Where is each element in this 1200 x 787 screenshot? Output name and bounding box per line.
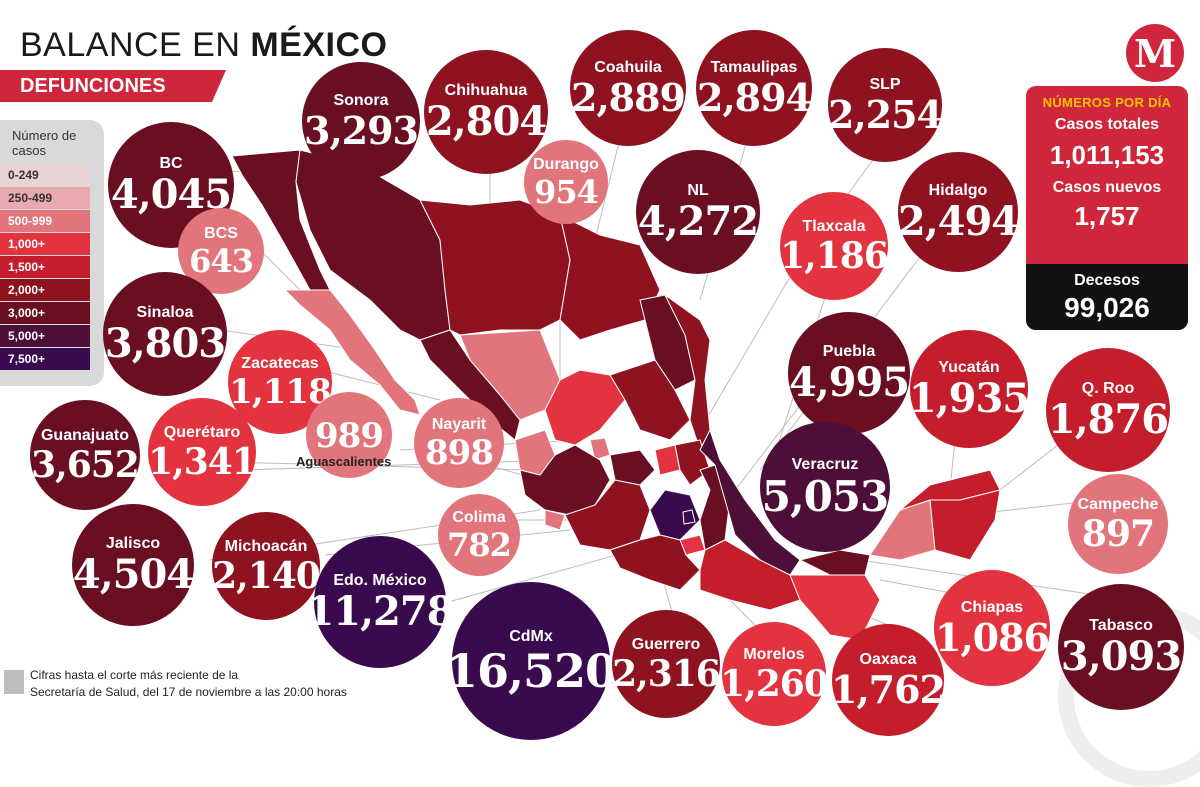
state-chiapas — [789, 574, 881, 641]
new-cases-label: Casos nuevos — [1052, 179, 1162, 196]
legend-swatch — [0, 210, 90, 232]
state-coahuila — [559, 214, 661, 341]
footnote-line-2: Secretaría de Salud, del 17 de noviembre… — [30, 685, 347, 699]
legend-title: Número de casos — [12, 128, 77, 158]
daily-numbers-panel: NÚMEROS POR DÍA Casos totales 1,011,153 … — [1026, 86, 1188, 330]
bubble-cdmx: CdMx 16,520 — [446, 582, 617, 740]
legend-swatch — [0, 325, 90, 347]
legend-item: 0-249 — [0, 164, 90, 186]
legend: Número de casos 0-249 250-499 500-999 1,… — [0, 120, 104, 386]
state-cdmx — [682, 509, 696, 525]
legend-item: 3,000+ — [0, 302, 90, 324]
page-title: BALANCE EN MÉXICO — [20, 26, 388, 64]
total-cases-value: 1,011,153 — [1049, 140, 1165, 170]
bubble-yucatan: Yucatán 1,935 — [909, 330, 1030, 448]
bubble-sonora: Sonora 3,293 — [302, 62, 420, 180]
state-qroo — [929, 489, 1001, 561]
legend-item: 5,000+ — [0, 325, 90, 347]
legend-item: 250-499 — [0, 187, 90, 209]
bubble-durango: Durango 954 — [524, 140, 608, 224]
bubble-campeche: Campeche 897 — [1068, 474, 1168, 574]
bubble-hidalgo: Hidalgo 2,494 — [898, 152, 1019, 272]
bubble-chihuahua: Chihuahua 2,804 — [424, 50, 548, 174]
legend-swatch — [0, 348, 90, 370]
legend-item: 1,000+ — [0, 233, 90, 255]
mexico-map — [149, 129, 1131, 641]
bubble-morelos: Morelos 1,260 — [720, 622, 829, 726]
bubble-jalisco: Jalisco 4,504 — [72, 504, 194, 626]
legend-item: 500-999 — [0, 210, 90, 232]
bubble-qroo: Q. Roo 1,876 — [1046, 348, 1170, 472]
bubble-tabasco: Tabasco 3,093 — [1058, 584, 1184, 710]
footnote: Cifras hasta el corte más reciente de la… — [30, 667, 347, 701]
new-cases-value: 1,757 — [1074, 201, 1140, 231]
bubble-tamaulipas: Tamaulipas 2,894 — [696, 30, 812, 146]
bubble-chiapas: Chiapas 1,086 — [934, 570, 1050, 686]
page-subtitle: DEFUNCIONES — [0, 70, 226, 102]
total-cases-label: Casos totales — [1054, 116, 1160, 133]
bubble-guerrero: Guerrero 2,316 — [612, 610, 721, 718]
bubble-nl: NL 4,272 — [636, 150, 760, 274]
aguascalientes-label: Aguascalientes — [296, 454, 392, 469]
bubble-aguascalientes: 989 — [306, 392, 392, 478]
deaths-section: Decesos 99,026 — [1026, 264, 1188, 330]
bubble-coahuila: Coahuila 2,889 — [570, 30, 686, 146]
state-guanajuato — [609, 449, 656, 486]
deaths-value: 99,026 — [1064, 292, 1150, 323]
daily-header: NÚMEROS POR DÍA — [1042, 95, 1172, 110]
legend-swatch — [0, 302, 90, 324]
state-tabasco — [798, 549, 871, 576]
legend-item: 1,500+ — [0, 256, 90, 278]
bubble-colima: Colima 782 — [438, 494, 520, 576]
state-jalisco — [519, 444, 611, 516]
milenio-logo: M — [1126, 24, 1184, 82]
deaths-label: Decesos — [1074, 272, 1140, 289]
bubble-guanajuato: Guanajuato 3,652 — [30, 400, 140, 510]
state-sinaloa — [419, 329, 521, 441]
legend-swatch — [0, 233, 90, 255]
legend-swatch — [0, 256, 90, 278]
bubble-nayarit: Nayarit 898 — [414, 398, 504, 488]
legend-item: 2,000+ — [0, 279, 90, 301]
bubble-queretaro: Querétaro 1,341 — [148, 398, 257, 506]
footnote-marker — [4, 670, 24, 694]
bubble-puebla: Puebla 4,995 — [788, 312, 910, 434]
state-veracruz — [699, 428, 801, 576]
state-durango — [459, 329, 561, 421]
legend-swatch — [0, 164, 90, 186]
state-colima — [544, 509, 566, 531]
bubble-slp: SLP 2,254 — [828, 48, 943, 162]
state-slp — [609, 359, 691, 441]
bubble-tlaxcala: Tlaxcala 1,186 — [780, 192, 889, 300]
bubble-bc: BC 4,045 — [108, 122, 234, 248]
state-guerrero — [609, 534, 701, 591]
bubble-michoacan: Michoacán 2,140 — [212, 512, 321, 620]
bubble-sinaloa: Sinaloa 3,803 — [103, 272, 227, 396]
footnote-line-1: Cifras hasta el corte más reciente de la — [30, 668, 239, 682]
bubble-oaxaca: Oaxaca 1,762 — [831, 624, 946, 736]
bubble-edomex: Edo. México 11,278 — [306, 536, 455, 668]
legend-item: 7,500+ — [0, 348, 90, 370]
bubble-veracruz: Veracruz 5,053 — [760, 422, 890, 552]
legend-swatch — [0, 187, 90, 209]
state-bcs — [283, 289, 421, 416]
legend-swatch — [0, 279, 90, 301]
